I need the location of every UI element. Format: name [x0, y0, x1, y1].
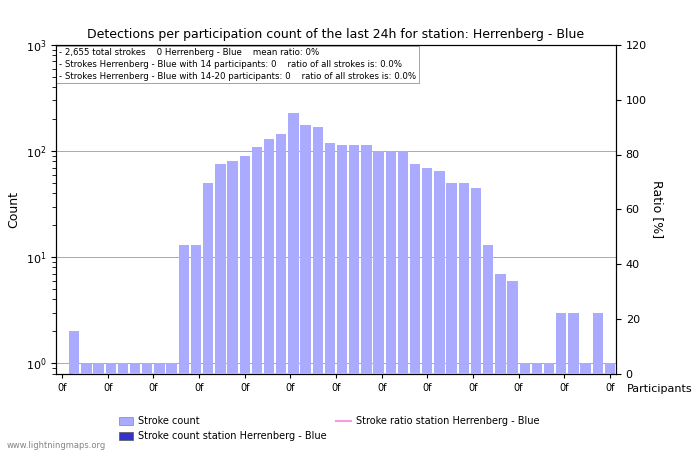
- Bar: [130, 363, 140, 450]
- Legend: Stroke count, Stroke count station Herrenberg - Blue, Stroke ratio station Herre: Stroke count, Stroke count station Herre…: [115, 413, 543, 445]
- Bar: [458, 183, 469, 450]
- Bar: [532, 363, 542, 450]
- Bar: [471, 188, 481, 450]
- Bar: [325, 143, 335, 450]
- Bar: [154, 363, 164, 450]
- Bar: [215, 164, 225, 450]
- Bar: [106, 363, 116, 450]
- Bar: [264, 139, 274, 450]
- Text: Participants: Participants: [626, 384, 692, 394]
- Bar: [300, 125, 311, 450]
- Bar: [544, 363, 554, 450]
- Bar: [349, 144, 359, 450]
- Bar: [361, 144, 372, 450]
- Bar: [142, 363, 153, 450]
- Bar: [447, 183, 457, 450]
- Text: - 2,655 total strokes    0 Herrenberg - Blue    mean ratio: 0%
- Strokes Herrenb: - 2,655 total strokes 0 Herrenberg - Blu…: [59, 48, 416, 81]
- Bar: [410, 164, 420, 450]
- Text: www.lightningmaps.org: www.lightningmaps.org: [7, 441, 106, 450]
- Bar: [386, 151, 396, 450]
- Y-axis label: Count: Count: [7, 191, 20, 228]
- Bar: [373, 151, 384, 450]
- Bar: [276, 134, 286, 450]
- Bar: [580, 363, 591, 450]
- Bar: [495, 274, 505, 450]
- Bar: [93, 363, 104, 450]
- Bar: [81, 363, 92, 450]
- Bar: [434, 171, 444, 450]
- Bar: [593, 313, 603, 450]
- Bar: [556, 313, 566, 450]
- Title: Detections per participation count of the last 24h for station: Herrenberg - Blu: Detections per participation count of th…: [88, 28, 584, 41]
- Y-axis label: Ratio [%]: Ratio [%]: [650, 180, 664, 238]
- Bar: [422, 167, 433, 450]
- Bar: [191, 245, 201, 450]
- Bar: [568, 313, 579, 450]
- Bar: [605, 363, 615, 450]
- Bar: [228, 162, 238, 450]
- Bar: [398, 151, 408, 450]
- Bar: [118, 363, 128, 450]
- Bar: [167, 363, 177, 450]
- Bar: [313, 126, 323, 450]
- Bar: [203, 183, 214, 450]
- Bar: [337, 144, 347, 450]
- Bar: [508, 281, 518, 450]
- Bar: [178, 245, 189, 450]
- Bar: [519, 363, 530, 450]
- Bar: [483, 245, 493, 450]
- Bar: [288, 112, 299, 450]
- Bar: [252, 147, 262, 450]
- Bar: [69, 331, 79, 450]
- Bar: [239, 156, 250, 450]
